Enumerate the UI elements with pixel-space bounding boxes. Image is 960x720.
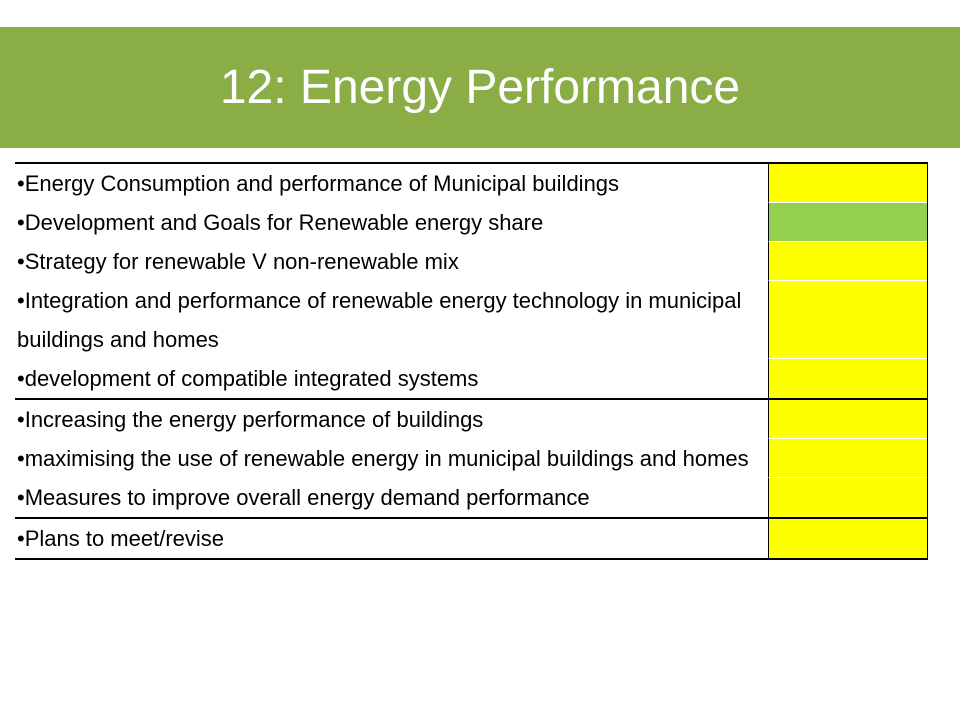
row-text: •Increasing the energy performance of bu… — [17, 407, 484, 432]
table-row: •Development and Goals for Renewable ene… — [15, 203, 927, 242]
row-text: •Plans to meet/revise — [17, 526, 225, 551]
status-cell — [768, 359, 927, 398]
row-text: •Measures to improve overall energy dema… — [17, 485, 590, 510]
status-cell — [768, 439, 927, 478]
table-row: •Measures to improve overall energy dema… — [15, 478, 927, 517]
table-row: •Energy Consumption and performance of M… — [15, 164, 927, 203]
row-text: •maximising the use of renewable energy … — [17, 446, 749, 471]
status-cell — [768, 281, 927, 359]
row-group: •Energy Consumption and performance of M… — [15, 162, 927, 398]
table-row: •Strategy for renewable V non-renewable … — [15, 242, 927, 281]
table-row: •Integration and performance of renewabl… — [15, 281, 927, 359]
table-row: •Increasing the energy performance of bu… — [15, 400, 927, 439]
status-cell — [768, 164, 927, 203]
status-cell — [768, 203, 927, 242]
status-cell — [768, 478, 927, 517]
row-text: •Energy Consumption and performance of M… — [17, 171, 620, 196]
row-text: •development of compatible integrated sy… — [17, 366, 479, 391]
row-text: •Integration and performance of renewabl… — [17, 288, 742, 352]
row-text: •Strategy for renewable V non-renewable … — [17, 249, 459, 274]
table-row: •development of compatible integrated sy… — [15, 359, 927, 398]
status-cell — [768, 400, 927, 439]
table: •Energy Consumption and performance of M… — [15, 162, 928, 560]
table-row: •Plans to meet/revise — [15, 519, 927, 558]
title-banner: 12: Energy Performance — [0, 27, 960, 148]
row-group: •Increasing the energy performance of bu… — [15, 398, 927, 517]
row-text: •Development and Goals for Renewable ene… — [17, 210, 544, 235]
status-cell — [768, 242, 927, 281]
row-group: •Plans to meet/revise — [15, 517, 927, 558]
status-cell — [768, 519, 927, 558]
slide-title: 12: Energy Performance — [219, 61, 741, 114]
table-row: •maximising the use of renewable energy … — [15, 439, 927, 478]
